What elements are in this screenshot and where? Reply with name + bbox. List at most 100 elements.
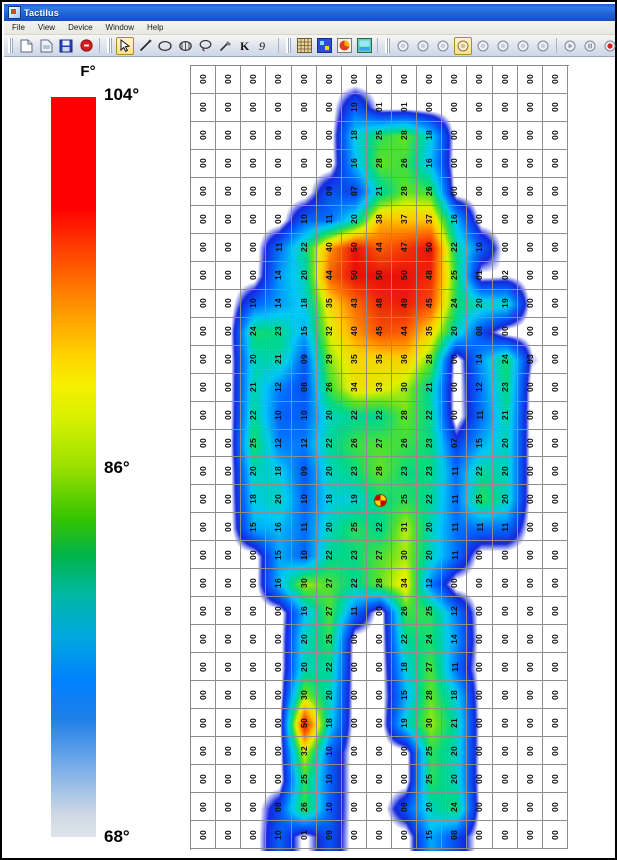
sensor-cell[interactable]: 11 [442,541,468,570]
sensor-cell[interactable]: 14 [467,345,493,374]
sensor-cell[interactable]: 00 [517,149,543,178]
sensor-cell[interactable]: 00 [341,821,367,849]
sensor-cell[interactable]: 25 [417,765,443,794]
sensor-cell[interactable]: 00 [542,485,568,514]
sensor-cell[interactable]: 45 [366,317,393,346]
sensor-cell[interactable]: 00 [216,485,242,514]
sensor-cell[interactable]: 22 [467,457,493,486]
sensor-cell[interactable]: 00 [517,121,543,150]
sensor-cell[interactable]: 00 [517,317,543,346]
sensor-cell[interactable]: 00 [191,261,217,290]
sensor-cell[interactable]: 00 [266,653,292,682]
sensor-cell[interactable]: 49 [392,289,418,318]
sensor-cell[interactable]: 22 [417,485,443,514]
sensor-cell[interactable]: 48 [366,289,393,318]
sensor-cell[interactable]: 00 [542,121,568,150]
sensor-cell[interactable]: 21 [442,709,468,738]
sensor-cell[interactable]: 00 [442,93,468,122]
sensor-cell[interactable]: 34 [341,373,367,402]
sensor-cell[interactable]: 00 [467,709,493,738]
sensor-cell[interactable]: 24 [417,625,443,654]
palette-1-icon[interactable] [394,37,412,55]
sensor-cell[interactable]: 25 [442,261,468,290]
sensor-cell[interactable]: 00 [517,66,543,94]
sensor-cell[interactable]: 11 [442,485,468,514]
sensor-cell[interactable]: 00 [216,345,242,374]
pie-view-icon[interactable] [335,37,353,55]
sensor-cell[interactable]: 00 [216,597,242,626]
sensor-cell[interactable]: 01 [467,261,493,290]
sensor-cell[interactable]: 00 [467,737,493,766]
sensor-cell[interactable]: 10 [241,289,267,318]
sensor-cell[interactable]: 00 [467,149,493,178]
sensor-cell[interactable]: 27 [316,569,342,598]
sensor-cell[interactable]: 22 [316,541,342,570]
sensor-cell[interactable]: 00 [542,289,568,318]
sensor-cell[interactable]: 23 [417,457,443,486]
sensor-cell[interactable]: 50 [417,233,443,262]
play-icon[interactable] [561,37,579,55]
sensor-cell[interactable]: 23 [341,457,367,486]
sensor-cell[interactable]: 00 [542,317,568,346]
sensor-cell[interactable]: 20 [492,457,518,486]
sensor-cell[interactable]: 00 [542,765,568,794]
sensor-cell[interactable]: 00 [492,177,518,206]
sensor-cell[interactable]: 00 [542,233,568,262]
sensor-cell[interactable]: 00 [191,233,217,262]
sensor-cell[interactable]: 00 [467,93,493,122]
sensor-cell[interactable]: 00 [291,149,317,178]
sensor-cell[interactable]: 09 [316,177,342,206]
sensor-cell[interactable]: 50 [291,709,317,738]
sensor-cell[interactable]: 30 [291,681,317,710]
sensor-cell[interactable]: 27 [366,541,393,570]
toolbar-grip-2[interactable] [107,38,112,53]
sensor-cell[interactable]: 44 [392,317,418,346]
sensor-cell[interactable]: 22 [316,429,342,458]
sensor-cell[interactable]: 00 [542,66,568,94]
sensor-cell[interactable]: 00 [216,317,242,346]
sensor-cell[interactable]: 11 [291,513,317,542]
sensor-cell[interactable]: 08 [467,317,493,346]
sensor-cell[interactable]: 00 [542,345,568,374]
sensor-cell[interactable]: 10 [316,765,342,794]
sensor-cell[interactable]: 50 [392,261,418,290]
sensor-cell[interactable]: 09 [291,457,317,486]
sensor-cell[interactable]: 00 [216,541,242,570]
sensor-cell[interactable]: 36 [392,345,418,374]
sensor-cell[interactable]: 16 [266,569,292,598]
sensor-cell[interactable]: 20 [442,737,468,766]
sensor-cell[interactable]: 00 [492,681,518,710]
sensor-cell[interactable]: 00 [417,66,443,94]
sensor-cell[interactable]: 43 [341,289,367,318]
sensor-cell[interactable]: 00 [316,66,342,94]
sensor-cell[interactable]: 00 [542,261,568,290]
sensor-cell[interactable]: 00 [191,709,217,738]
sensor-cell[interactable]: 00 [492,66,518,94]
sensor-cell[interactable]: 00 [291,121,317,150]
sensor-cell[interactable]: 00 [216,261,242,290]
sensor-cell[interactable]: 00 [517,401,543,430]
sensor-cell[interactable]: 40 [341,317,367,346]
sensor-cell[interactable]: 00 [542,737,568,766]
sensor-cell[interactable]: 18 [316,709,342,738]
sensor-cell[interactable]: 25 [316,625,342,654]
sensor-cell[interactable]: 00 [216,653,242,682]
sensor-cell[interactable]: 26 [392,597,418,626]
sensor-cell[interactable]: 35 [366,345,393,374]
sensor-cell[interactable]: 00 [366,737,393,766]
sensor-cell[interactable]: 16 [266,513,292,542]
sensor-cell[interactable]: 00 [266,66,292,94]
sensor-cell[interactable]: 00 [316,149,342,178]
sensor-cell[interactable]: 23 [266,317,292,346]
sensor-cell[interactable]: 14 [442,625,468,654]
sensor-cell[interactable]: 20 [316,401,342,430]
sensor-cell[interactable]: 10 [291,541,317,570]
sensor-cell[interactable]: 25 [417,737,443,766]
sensor-cell[interactable]: 00 [266,121,292,150]
sensor-cell[interactable]: 22 [392,625,418,654]
sensor-cell[interactable]: 00 [392,765,418,794]
sensor-cell[interactable]: 00 [216,737,242,766]
sensor-grid[interactable]: 00 00 00 00 00 00 00 00 00 00 00 00 00 00 00 00 00 00 00 00… [191,66,568,849]
sensor-cell[interactable]: 00 [542,457,568,486]
sensor-cell[interactable]: 03 [517,345,543,374]
